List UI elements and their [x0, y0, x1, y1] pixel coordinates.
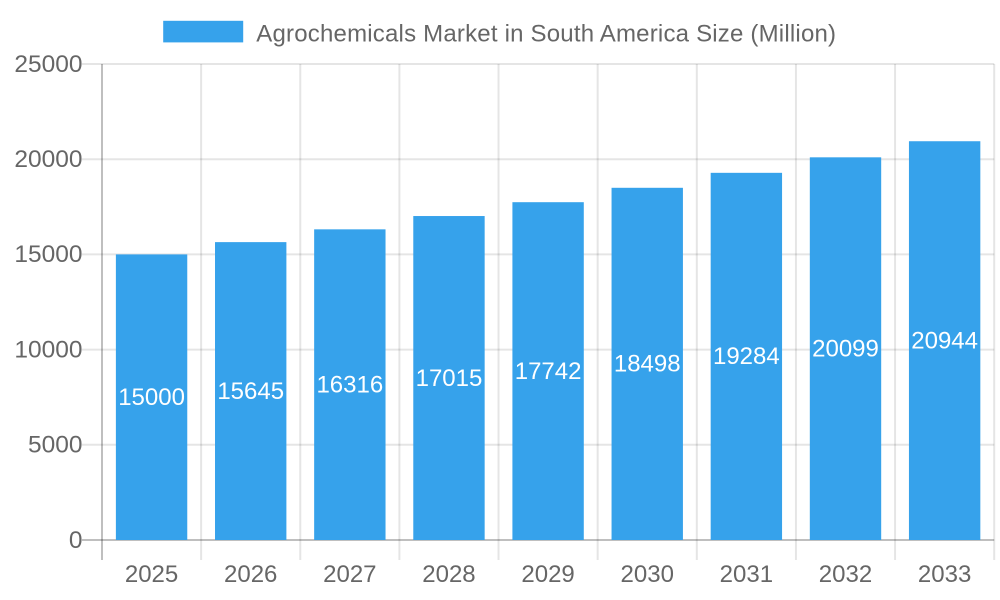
- svg-text:17015: 17015: [416, 365, 483, 392]
- svg-text:10000: 10000: [14, 336, 82, 363]
- svg-text:2026: 2026: [224, 561, 277, 588]
- svg-text:2031: 2031: [720, 561, 773, 588]
- svg-text:20099: 20099: [812, 335, 879, 362]
- svg-text:19284: 19284: [713, 343, 780, 370]
- svg-text:18498: 18498: [614, 351, 681, 378]
- svg-text:2025: 2025: [125, 561, 178, 588]
- svg-text:16316: 16316: [316, 371, 383, 398]
- svg-text:15000: 15000: [14, 241, 82, 268]
- svg-text:20944: 20944: [911, 327, 978, 354]
- svg-text:Agrochemicals Market in South: Agrochemicals Market in South America Si…: [256, 21, 836, 48]
- svg-text:2033: 2033: [918, 561, 971, 588]
- svg-text:5000: 5000: [28, 432, 83, 459]
- svg-text:20000: 20000: [14, 146, 82, 173]
- svg-text:15645: 15645: [217, 378, 284, 405]
- svg-text:2029: 2029: [521, 561, 574, 588]
- svg-text:0: 0: [69, 527, 83, 554]
- svg-text:2030: 2030: [621, 561, 674, 588]
- svg-text:2027: 2027: [323, 561, 376, 588]
- svg-text:2028: 2028: [422, 561, 475, 588]
- svg-text:17742: 17742: [515, 358, 582, 385]
- svg-text:15000: 15000: [118, 384, 185, 411]
- svg-text:2032: 2032: [819, 561, 872, 588]
- svg-text:25000: 25000: [14, 51, 82, 78]
